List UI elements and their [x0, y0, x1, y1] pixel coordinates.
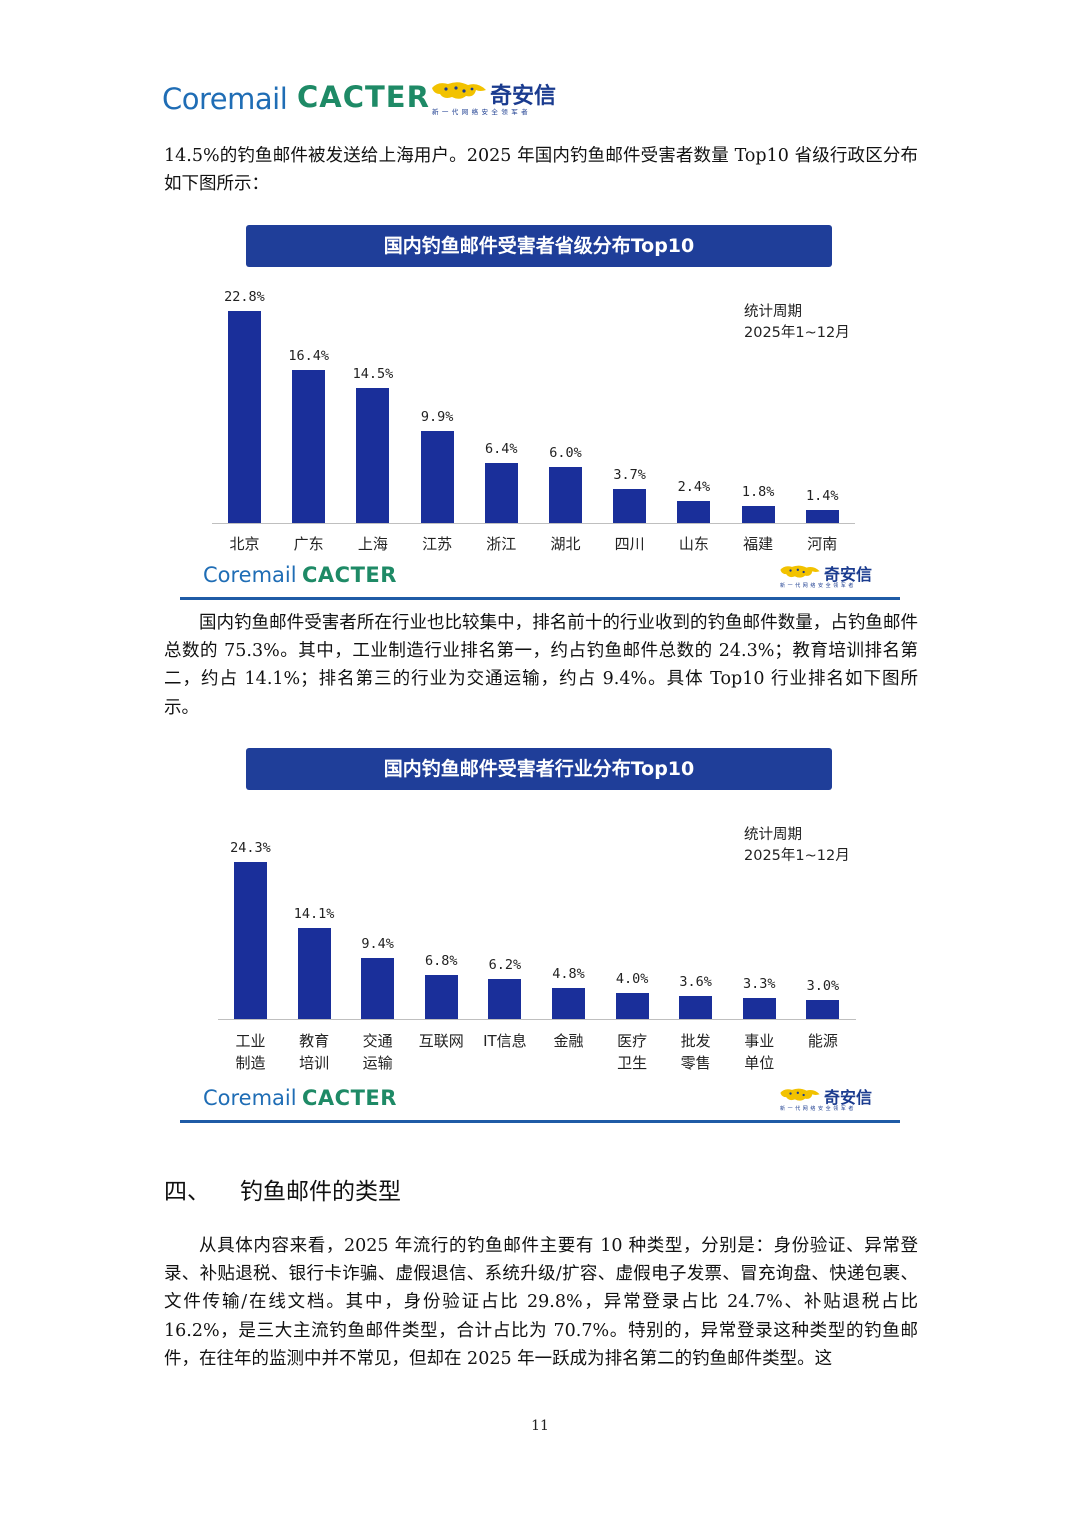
footer-coremail-logo: Coremail — [203, 1086, 297, 1110]
footer-qianxin-logo: 奇安信 新一代网络安全领军者 — [778, 1086, 882, 1112]
bar — [356, 388, 390, 523]
category-label: 山东 — [678, 535, 709, 553]
bar — [292, 370, 326, 523]
period-value: 2025年1~12月 — [744, 848, 850, 864]
category-label: 浙江 — [486, 535, 517, 553]
category-label: 交通 运输 — [362, 1032, 393, 1072]
qianxin-mascot-icon — [780, 1088, 820, 1101]
section-number: 四、 — [164, 1179, 210, 1205]
paragraph-2: 国内钓鱼邮件受害者所在行业也比较集中，排名前十的行业收到的钓鱼邮件数量，占钓鱼邮… — [164, 613, 918, 718]
footer-coremail-logo: Coremail — [203, 563, 297, 587]
bar-value-label: 14.5% — [352, 366, 394, 383]
bar — [234, 862, 267, 1019]
bar — [549, 467, 582, 523]
footer-qianxin-name: 奇安信 — [824, 565, 873, 584]
category-label: 上海 — [357, 535, 388, 553]
chart-period: 统计周期 2025年1~12月 — [744, 302, 850, 344]
category-label: 福建 — [743, 535, 774, 553]
bar — [741, 506, 775, 523]
category-label: 教育 培训 — [299, 1032, 330, 1072]
bar-value-label: 3.0% — [806, 977, 840, 994]
category-label: 河南 — [807, 535, 838, 553]
period-label: 统计周期 — [744, 304, 802, 320]
footer-cacter-logo: CACTER — [302, 563, 397, 587]
bar — [361, 958, 395, 1019]
category-label: 北京 — [229, 535, 260, 553]
bar-value-label: 3.7% — [613, 466, 646, 483]
category-label: 批发 零售 — [680, 1032, 711, 1072]
bar-value-label: 3.3% — [743, 975, 776, 992]
bar — [297, 928, 331, 1019]
category-label: 湖北 — [550, 535, 581, 553]
footer-qianxin-name: 奇安信 — [824, 1088, 873, 1107]
category-label: 互联网 — [418, 1032, 464, 1050]
category-label: 事业 单位 — [744, 1032, 775, 1072]
footer-cacter-logo: CACTER — [302, 1086, 397, 1110]
bar-value-label: 1.8% — [741, 484, 775, 501]
qianxin-logo: 奇安信 新一代网络安全领军者 — [430, 78, 560, 118]
category-label: 四川 — [614, 535, 645, 553]
category-label: 医疗 卫生 — [617, 1032, 648, 1072]
x-axis-line — [212, 523, 855, 524]
footer-qianxin-slogan: 新一代网络安全领军者 — [780, 1106, 857, 1112]
page-number: 11 — [531, 1418, 549, 1434]
bar-value-label: 3.6% — [679, 973, 712, 990]
bar-value-label: 16.4% — [288, 348, 329, 365]
qianxin-slogan: 新一代网络安全领军者 — [432, 108, 531, 116]
cacter-logo: CACTER — [297, 80, 430, 114]
period-value: 2025年1~12月 — [744, 325, 850, 341]
bar — [805, 509, 839, 523]
category-label: 江苏 — [422, 535, 453, 553]
category-label: 广东 — [293, 535, 324, 553]
bar — [615, 993, 649, 1019]
coremail-logo: Coremail — [162, 82, 288, 116]
bar — [488, 979, 522, 1019]
bar — [742, 997, 776, 1019]
period-label: 统计周期 — [744, 827, 802, 843]
bar-value-label: 9.4% — [361, 936, 394, 953]
bar-value-label: 9.9% — [420, 408, 454, 425]
bar — [228, 310, 261, 523]
bar-value-label: 6.4% — [485, 441, 518, 458]
bar — [806, 999, 840, 1019]
province-distribution-chart: 国内钓鱼邮件受害者省级分布Top10 统计周期 2025年1~12月 22.8%… — [180, 225, 900, 605]
qianxin-name: 奇安信 — [490, 84, 557, 109]
bar-value-label: 6.8% — [425, 953, 458, 970]
paragraph-1: 14.5%的钓鱼邮件被发送给上海用户。2025 年国内钓鱼邮件受害者数量 Top… — [164, 146, 918, 195]
bar — [420, 430, 454, 523]
bar-value-label: 4.0% — [615, 971, 649, 988]
category-label: 工业 制造 — [235, 1032, 266, 1072]
bar-value-label: 1.4% — [806, 487, 839, 504]
category-label: IT信息 — [483, 1032, 527, 1050]
bar-value-label: 6.2% — [488, 957, 522, 973]
chart-title: 国内钓鱼邮件受害者行业分布Top10 — [246, 748, 832, 790]
section-title: 钓鱼邮件的类型 — [240, 1179, 401, 1205]
chart-period: 统计周期 2025年1~12月 — [744, 825, 850, 867]
chart-title: 国内钓鱼邮件受害者省级分布Top10 — [246, 225, 832, 267]
bar-value-label: 2.4% — [677, 478, 711, 495]
bar — [484, 463, 518, 523]
chart-footer-rule — [180, 1120, 900, 1123]
bar — [552, 988, 585, 1019]
paragraph-3: 从具体内容来看，2025 年流行的钓鱼邮件主要有 10 种类型，分别是：身份验证… — [164, 1236, 918, 1369]
bar — [679, 995, 713, 1019]
footer-qianxin-logo: 奇安信 新一代网络安全领军者 — [778, 563, 882, 589]
bar-value-label: 22.8% — [224, 288, 265, 305]
bar — [424, 975, 458, 1019]
section-heading: 四、 钓鱼邮件的类型 — [164, 1172, 401, 1206]
bar — [613, 488, 647, 523]
industry-distribution-chart: 国内钓鱼邮件受害者行业分布Top10 统计周期 2025年1~12月 24.3%… — [180, 748, 900, 1128]
category-label: 能源 — [807, 1032, 838, 1050]
qianxin-mascot-icon — [780, 565, 820, 578]
qianxin-mascot-icon — [432, 82, 486, 99]
bar-value-label: 6.0% — [549, 445, 582, 462]
category-label: 金融 — [553, 1032, 584, 1050]
chart-footer-rule — [180, 597, 900, 600]
x-axis-line — [218, 1019, 856, 1020]
footer-qianxin-slogan: 新一代网络安全领军者 — [780, 583, 857, 589]
bar — [677, 500, 711, 523]
bar-value-label: 14.1% — [293, 906, 335, 923]
bar-value-label: 4.8% — [552, 966, 585, 983]
bar-value-label: 24.3% — [230, 840, 271, 857]
